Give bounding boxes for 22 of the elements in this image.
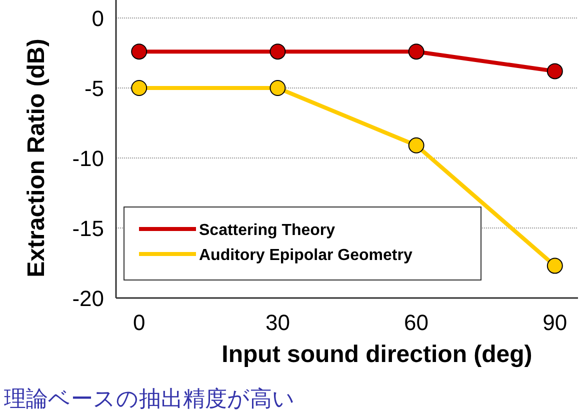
point xyxy=(408,44,424,60)
x-tick-label: 30 xyxy=(265,310,290,335)
legend-label: Scattering Theory xyxy=(199,222,336,239)
x-axis-title: Input sound direction (deg) xyxy=(222,341,532,368)
y-axis-title: Extraction Ratio (dB) xyxy=(23,38,50,278)
x-tick-label: 0 xyxy=(132,310,146,335)
y-tick-label: -10 xyxy=(72,146,104,171)
y-tick-label: -15 xyxy=(72,216,104,241)
point xyxy=(270,80,286,96)
y-tick-label: 0 xyxy=(92,6,104,31)
y-tick-label: -20 xyxy=(72,286,104,311)
point xyxy=(131,80,148,96)
x-tick-label: 90 xyxy=(542,310,568,335)
x-tick-label: 60 xyxy=(404,310,429,335)
point xyxy=(408,137,424,154)
point xyxy=(131,44,148,60)
y-tick-label: -5 xyxy=(84,76,104,101)
text: 理論ベースの抽出精度が高い xyxy=(4,387,295,412)
legend-label: Auditory Epipolar Geometry xyxy=(199,247,412,264)
point xyxy=(546,63,563,80)
point xyxy=(546,258,563,274)
point xyxy=(270,44,286,60)
